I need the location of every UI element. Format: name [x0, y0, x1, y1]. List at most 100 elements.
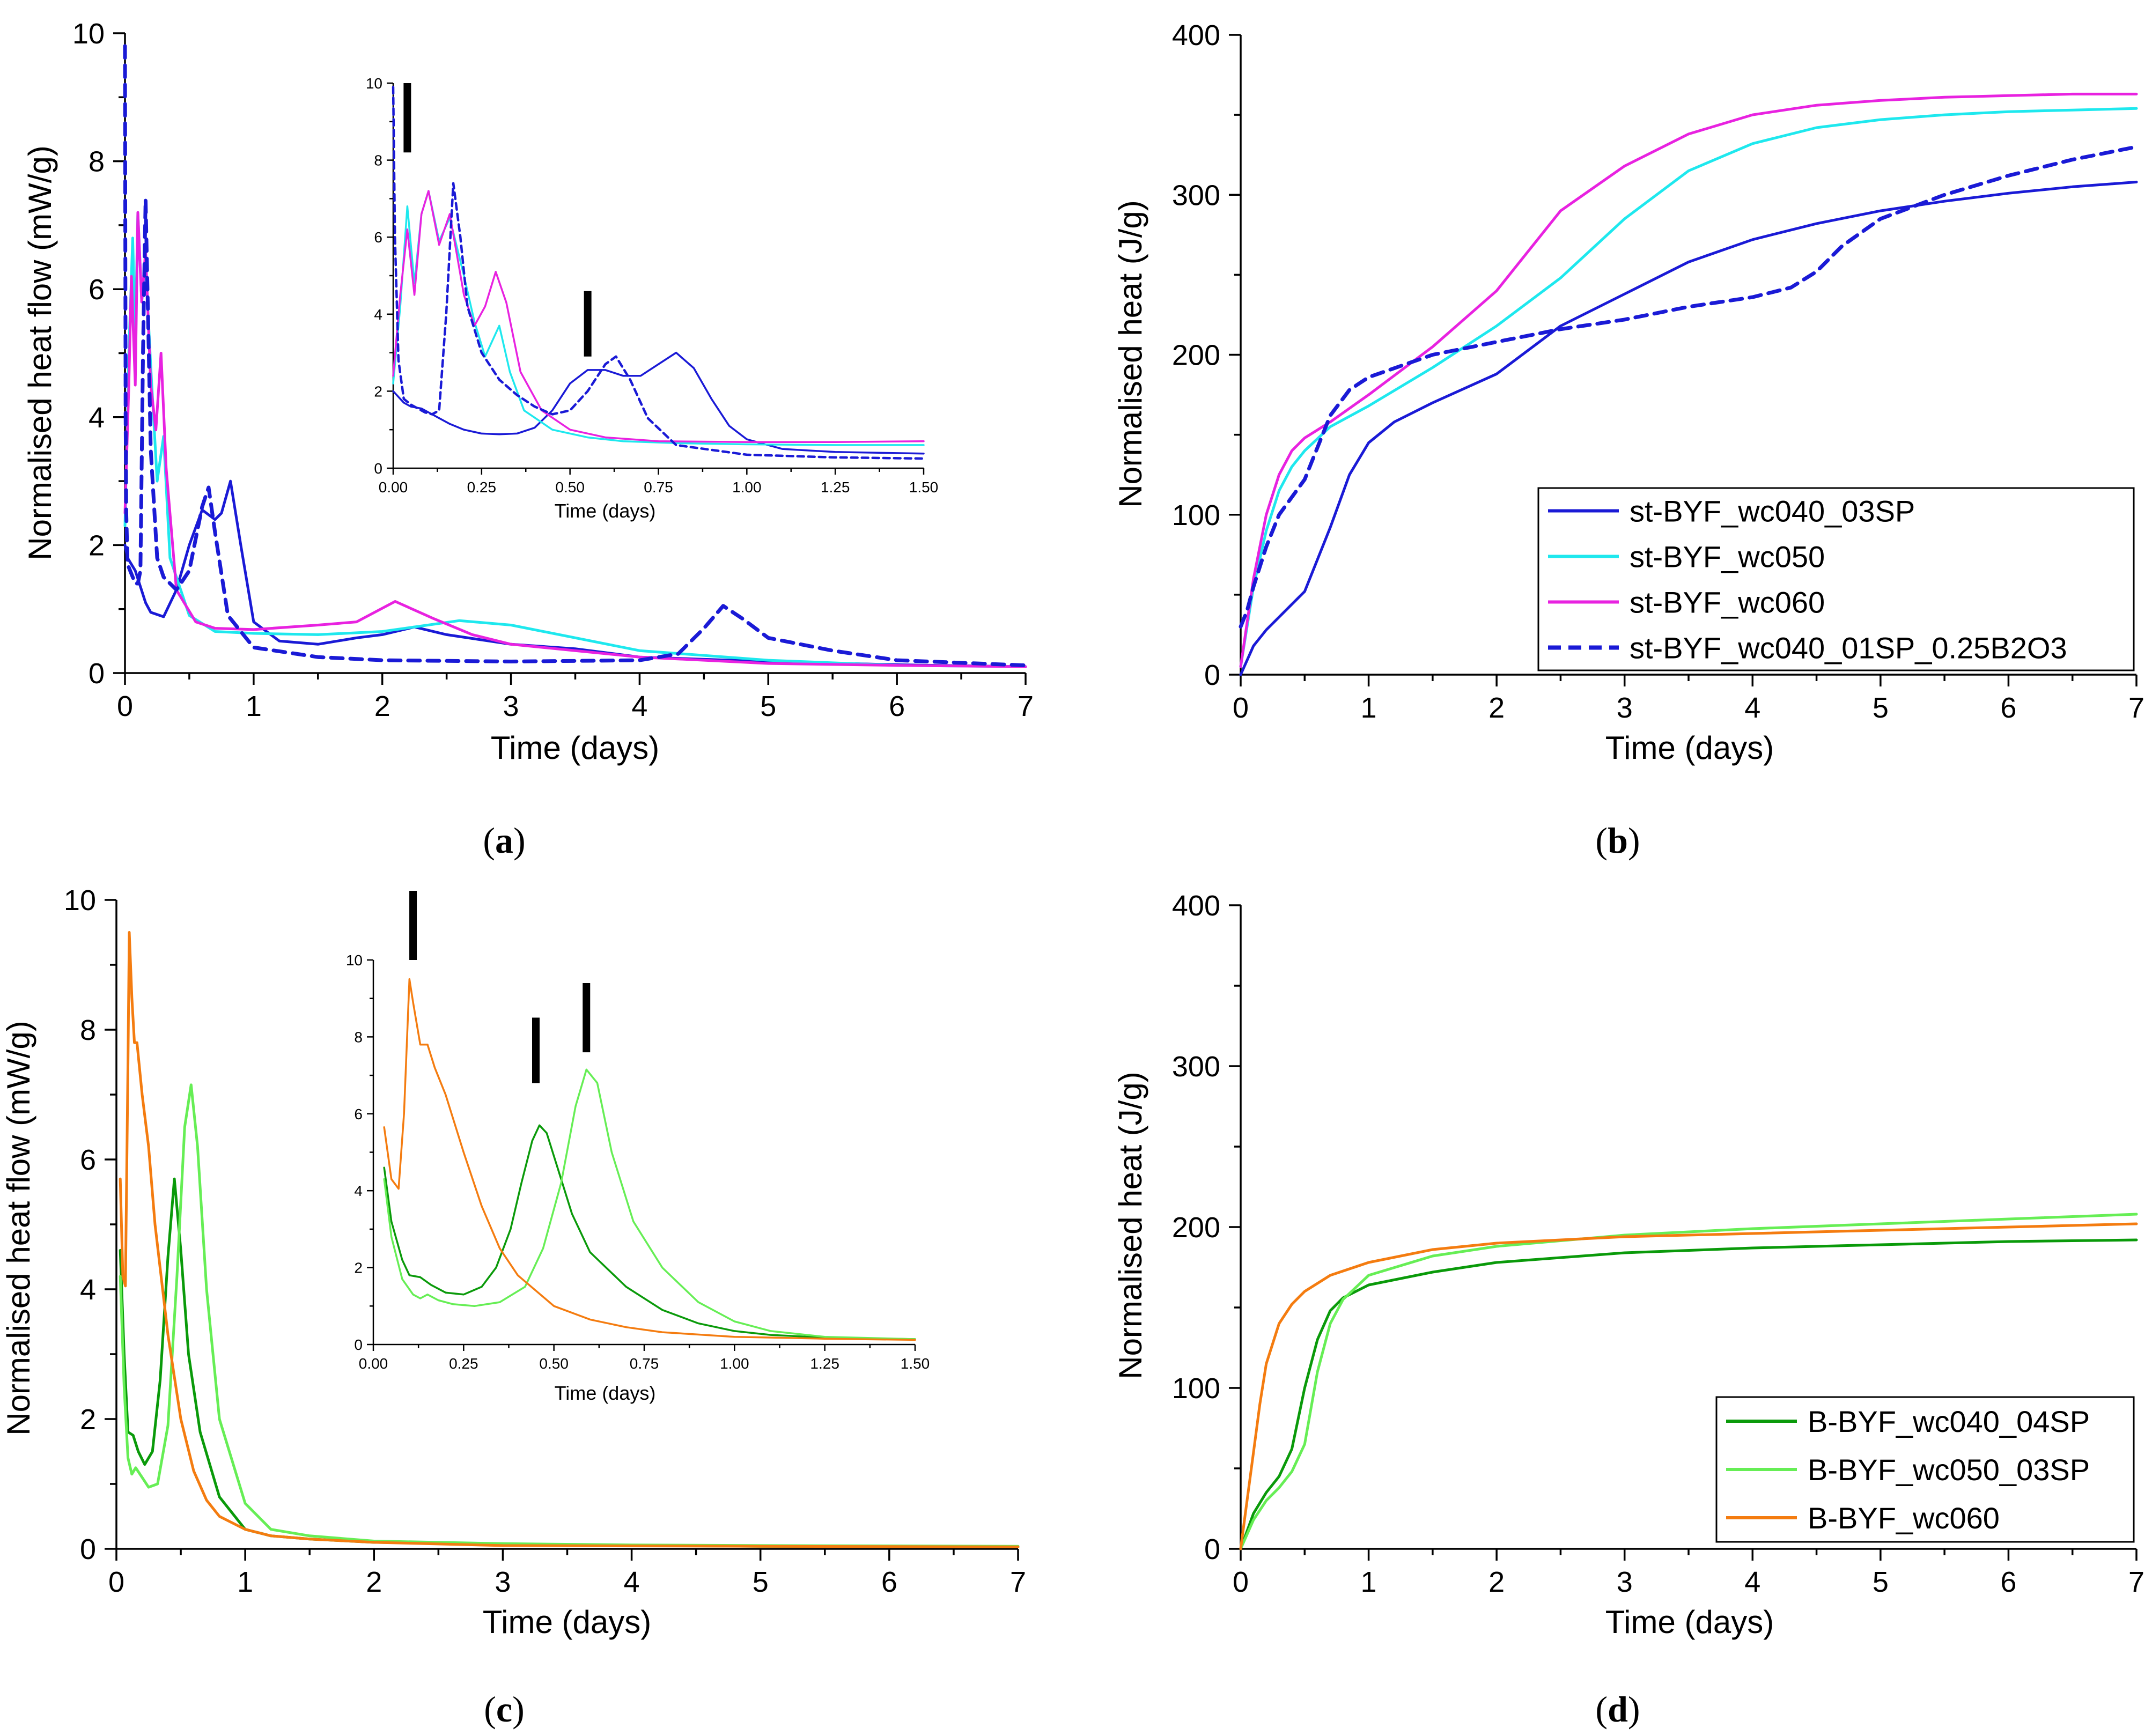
panel-d-x-tick-label: 0 [1233, 1566, 1249, 1598]
panel-a-x-tick-label: 4 [631, 690, 647, 722]
panel-a-series-st-BYF_wc040_01SP_0.25B2O3 [123, 44, 1028, 668]
panel-b-x-tick-label: 0 [1233, 692, 1249, 724]
panel-b-x-tick-label: 1 [1361, 692, 1377, 724]
panel-a-inset-x-tick-label: 1.00 [732, 479, 762, 496]
panel-c: 0 1 2 3 4 5 6 7 0 2 4 6 8 10 Normalised heat flow (mW… [1, 884, 1026, 1730]
panel-c-y-axis-title: Normalised heat flow (mW/g) [1, 1021, 36, 1436]
panel-d-x-tick-label: 7 [2128, 1566, 2144, 1598]
panel-a-y-tick-label: 10 [72, 18, 105, 50]
panel-a-inset-x-tick-label: 0.25 [467, 479, 497, 496]
panel-c-inset-x-tick-label: 0.50 [539, 1355, 569, 1372]
panel-a-inset-x-tick-label: 0.50 [555, 479, 585, 496]
panel-a-inset-x-axis-title: Time (days) [555, 500, 656, 522]
panel-b-x-axis-title: Time (days) [1605, 730, 1774, 766]
panel-a-inset-y-tick-label: 6 [374, 229, 382, 246]
panel-a-x-axis-title: Time (days) [491, 730, 659, 766]
panel-b-legend-box [1537, 487, 2135, 671]
panel-d-legend: B-BYF_wc040_04SP B-BYF_wc050_03SP B-BYF_wc… [1715, 1396, 2135, 1543]
panel-c-inset-x-axis-title: Time (days) [555, 1382, 656, 1404]
panel-d-x-tick-label: 6 [2000, 1566, 2016, 1598]
panel-c-label-letter: c [496, 1689, 512, 1730]
panel-d-series-B-BYF_wc050_03SP [1239, 1213, 2138, 1550]
panel-a-y-tick-label: 6 [89, 274, 105, 306]
panel-d-y-tick-label: 300 [1172, 1051, 1220, 1083]
panel-a-plot: 0 1 2 3 4 5 6 7 0 2 4 6 8 10 [72, 18, 1034, 722]
panel-a-inset-x-tick-label: 0.75 [644, 479, 673, 496]
panel-d-label-letter: d [1608, 1689, 1628, 1730]
panel-a-x-tick-label: 7 [1018, 690, 1034, 722]
panel-a-label-letter: a [495, 820, 513, 861]
panel-b-series-st-BYF_wc060 [1239, 92, 2138, 668]
panel-d-x-tick-label: 3 [1617, 1566, 1633, 1598]
panel-a-x-tick-label: 5 [760, 690, 776, 722]
panel-b-series-st-BYF_wc040_01SP_0.25B2O3 [1239, 145, 2139, 629]
panel-c-y-tick-label: 4 [80, 1274, 96, 1306]
panel-b-legend: st-BYF_wc040_03SP st-BYF_wc050 st-BYF_wc06… [1537, 487, 2135, 671]
panel-a-inset-y-tick-label: 10 [366, 75, 382, 92]
panel-c-inset: 0.00 0.25 0.50 0.75 1.00 1.25 1.50 0 2 4 6 8 10 [346, 890, 930, 1372]
panel-c-inset-y-tick-label: 2 [354, 1260, 363, 1276]
panel-a-label: (a) [483, 820, 525, 861]
panel-c-inset-y-tick-label: 4 [354, 1183, 363, 1199]
panel-a-inset: 0.00 0.25 0.50 0.75 1.00 1.25 1.50 0 2 4 6 8 10 [366, 75, 938, 496]
panel-b-y-tick-label: 200 [1172, 339, 1220, 372]
panel-a-x-tick-label: 0 [117, 690, 133, 722]
panel-c-series-B-BYF_wc050_03SP [119, 1083, 1020, 1548]
panel-a-inset-x-tick-label: 1.25 [821, 479, 850, 496]
panel-a-inset-series-st-BYF_wc040_01SP_0.25B2O3 [392, 85, 925, 460]
panel-c-x-tick-label: 4 [624, 1566, 640, 1598]
panel-a-y-tick-label: 0 [89, 658, 105, 690]
panel-b-x-tick-label: 7 [2128, 692, 2144, 724]
panel-c-label: (c) [484, 1689, 525, 1730]
panel-a-series-st-BYF_wc060 [123, 211, 1027, 668]
panel-b: 0 1 2 3 4 5 6 7 0 100 200 300 400 Normalised heat (J… [1112, 19, 2144, 861]
panel-c-inset-x-tick-label: 1.25 [810, 1355, 839, 1372]
panel-d-x-tick-label: 2 [1488, 1566, 1505, 1598]
panel-c-x-tick-label: 5 [753, 1566, 769, 1598]
panel-c-inset-x-tick-label: 0.75 [630, 1355, 659, 1372]
panel-b-y-tick-label: 100 [1172, 499, 1220, 531]
panel-c-x-axis-title: Time (days) [483, 1604, 651, 1640]
panel-d-x-tick-label: 5 [1873, 1566, 1889, 1598]
panel-c-inset-series-B-BYF_wc050_03SP [383, 1068, 916, 1340]
panel-a-inset-series-st-BYF_wc060 [392, 190, 925, 443]
panel-b-x-tick-label: 6 [2000, 692, 2016, 724]
panel-d-legend-label: B-BYF_wc050_03SP [1808, 1453, 2090, 1487]
panel-a-x-tick-label: 6 [889, 690, 905, 722]
panel-c-y-tick-label: 0 [80, 1533, 96, 1565]
panel-b-x-tick-label: 5 [1873, 692, 1889, 724]
panel-b-x-tick-label: 2 [1488, 692, 1505, 724]
panel-b-legend-label: st-BYF_wc060 [1630, 586, 1825, 619]
panel-a-x-tick-label: 3 [503, 690, 519, 722]
panel-a-x-tick-label: 1 [246, 690, 262, 722]
panel-d-y-tick-label: 200 [1172, 1211, 1220, 1244]
panel-a-y-axis-title: Normalised heat flow (mW/g) [22, 145, 58, 560]
panel-b-y-tick-label: 300 [1172, 179, 1220, 211]
panel-d: 0 1 2 3 4 5 6 7 0 100 200 300 400 Normalised heat (J… [1112, 890, 2144, 1730]
panel-c-x-tick-label: 1 [237, 1566, 253, 1598]
panel-a-y-tick-label: 8 [89, 146, 105, 178]
panel-a-inset-y-tick-label: 4 [374, 306, 382, 323]
panel-d-x-tick-label: 4 [1744, 1566, 1760, 1598]
panel-a-inset-y-tick-label: 0 [374, 460, 382, 477]
panel-c-inset-y-tick-label: 8 [354, 1029, 363, 1045]
panel-d-legend-label: B-BYF_wc040_04SP [1808, 1405, 2090, 1438]
panel-d-y-axis-title: Normalised heat (J/g) [1112, 1072, 1148, 1379]
panel-d-legend-label: B-BYF_wc060 [1808, 1501, 2000, 1535]
panel-d-label: (d) [1595, 1689, 1640, 1730]
panel-d-plot: 0 1 2 3 4 5 6 7 0 100 200 300 400 [1172, 890, 2144, 1598]
panel-a-inset-y-tick-label: 2 [374, 383, 382, 400]
panel-c-y-tick-label: 6 [80, 1144, 96, 1176]
panel-c-inset-y-tick-label: 0 [354, 1336, 363, 1353]
panel-a-inset-x-tick-label: 0.00 [379, 479, 408, 496]
panel-b-series-st-BYF_wc050 [1239, 107, 2138, 668]
panel-b-y-tick-label: 0 [1204, 659, 1220, 691]
panel-d-y-tick-label: 0 [1204, 1533, 1220, 1565]
panel-c-x-tick-label: 3 [495, 1566, 511, 1598]
panel-c-inset-x-tick-label: 1.50 [901, 1355, 930, 1372]
panel-a-y-tick-label: 4 [89, 402, 105, 434]
panel-c-inset-y-tick-label: 10 [346, 952, 363, 969]
panel-b-y-tick-label: 400 [1172, 19, 1220, 51]
panel-d-x-tick-label: 1 [1361, 1566, 1377, 1598]
panel-a-y-tick-label: 2 [89, 529, 105, 562]
